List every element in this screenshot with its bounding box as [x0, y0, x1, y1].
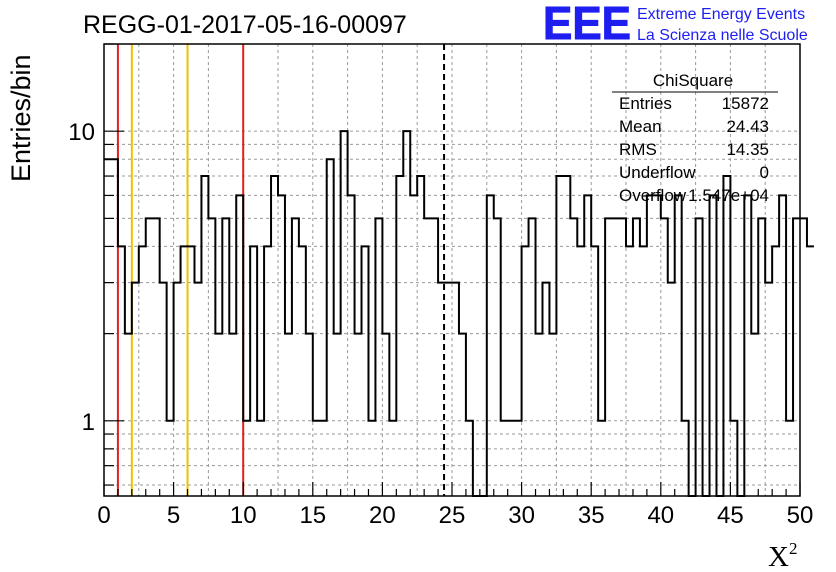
stats-value: 14.35 — [726, 140, 769, 159]
x-tick-label: 30 — [508, 502, 535, 529]
stats-label: Underflow — [619, 163, 696, 182]
x-tick-label: 20 — [369, 502, 396, 529]
x-axis-label-base: X — [768, 541, 789, 572]
reference-lines — [116, 44, 446, 496]
x-tick-label: 10 — [230, 502, 257, 529]
x-tick-label: 15 — [299, 502, 326, 529]
chart-title: REGG-01-2017-05-16-00097 — [83, 11, 407, 39]
x-tick-label: 35 — [578, 502, 605, 529]
y-tick-label: 10 — [68, 119, 95, 146]
stats-value: 0 — [760, 163, 769, 182]
logo-line-2: La Scienza nelle Scuole — [637, 27, 808, 44]
logo-line-1: Extreme Energy Events — [637, 6, 805, 23]
x-tick-label: 45 — [717, 502, 744, 529]
y-tick-label: 1 — [82, 409, 95, 436]
stats-value: 15872 — [722, 94, 769, 113]
x-tick-label: 5 — [167, 502, 180, 529]
x-axis-label-superscript: 2 — [789, 539, 798, 558]
eee-logo: EEE Extreme Energy Events La Scienza nel… — [543, 0, 808, 50]
stats-value: 1.547e+04 — [688, 186, 769, 205]
stats-box: ChiSquare Entries 15872 Mean 24.43 RMS 14.35 U… — [612, 71, 778, 205]
stats-label: Overflow — [619, 186, 687, 205]
stats-label: Entries — [619, 94, 672, 113]
y-axis-label: Entries/bin — [6, 54, 36, 182]
histogram-line — [104, 130, 814, 497]
stats-title: ChiSquare — [653, 71, 733, 90]
x-axis-label: X2 — [768, 539, 797, 572]
x-tick-label: 50 — [787, 502, 814, 529]
axis-ticks: 0 5 10 15 20 25 30 35 40 45 50 1 10 — [68, 43, 814, 529]
logo-mark: EEE — [543, 0, 631, 49]
x-tick-label: 0 — [97, 502, 110, 529]
stats-label: RMS — [619, 140, 657, 159]
stats-label: Mean — [619, 117, 662, 136]
stats-value: 24.43 — [726, 117, 769, 136]
x-tick-label: 25 — [439, 502, 466, 529]
x-tick-label: 40 — [647, 502, 674, 529]
